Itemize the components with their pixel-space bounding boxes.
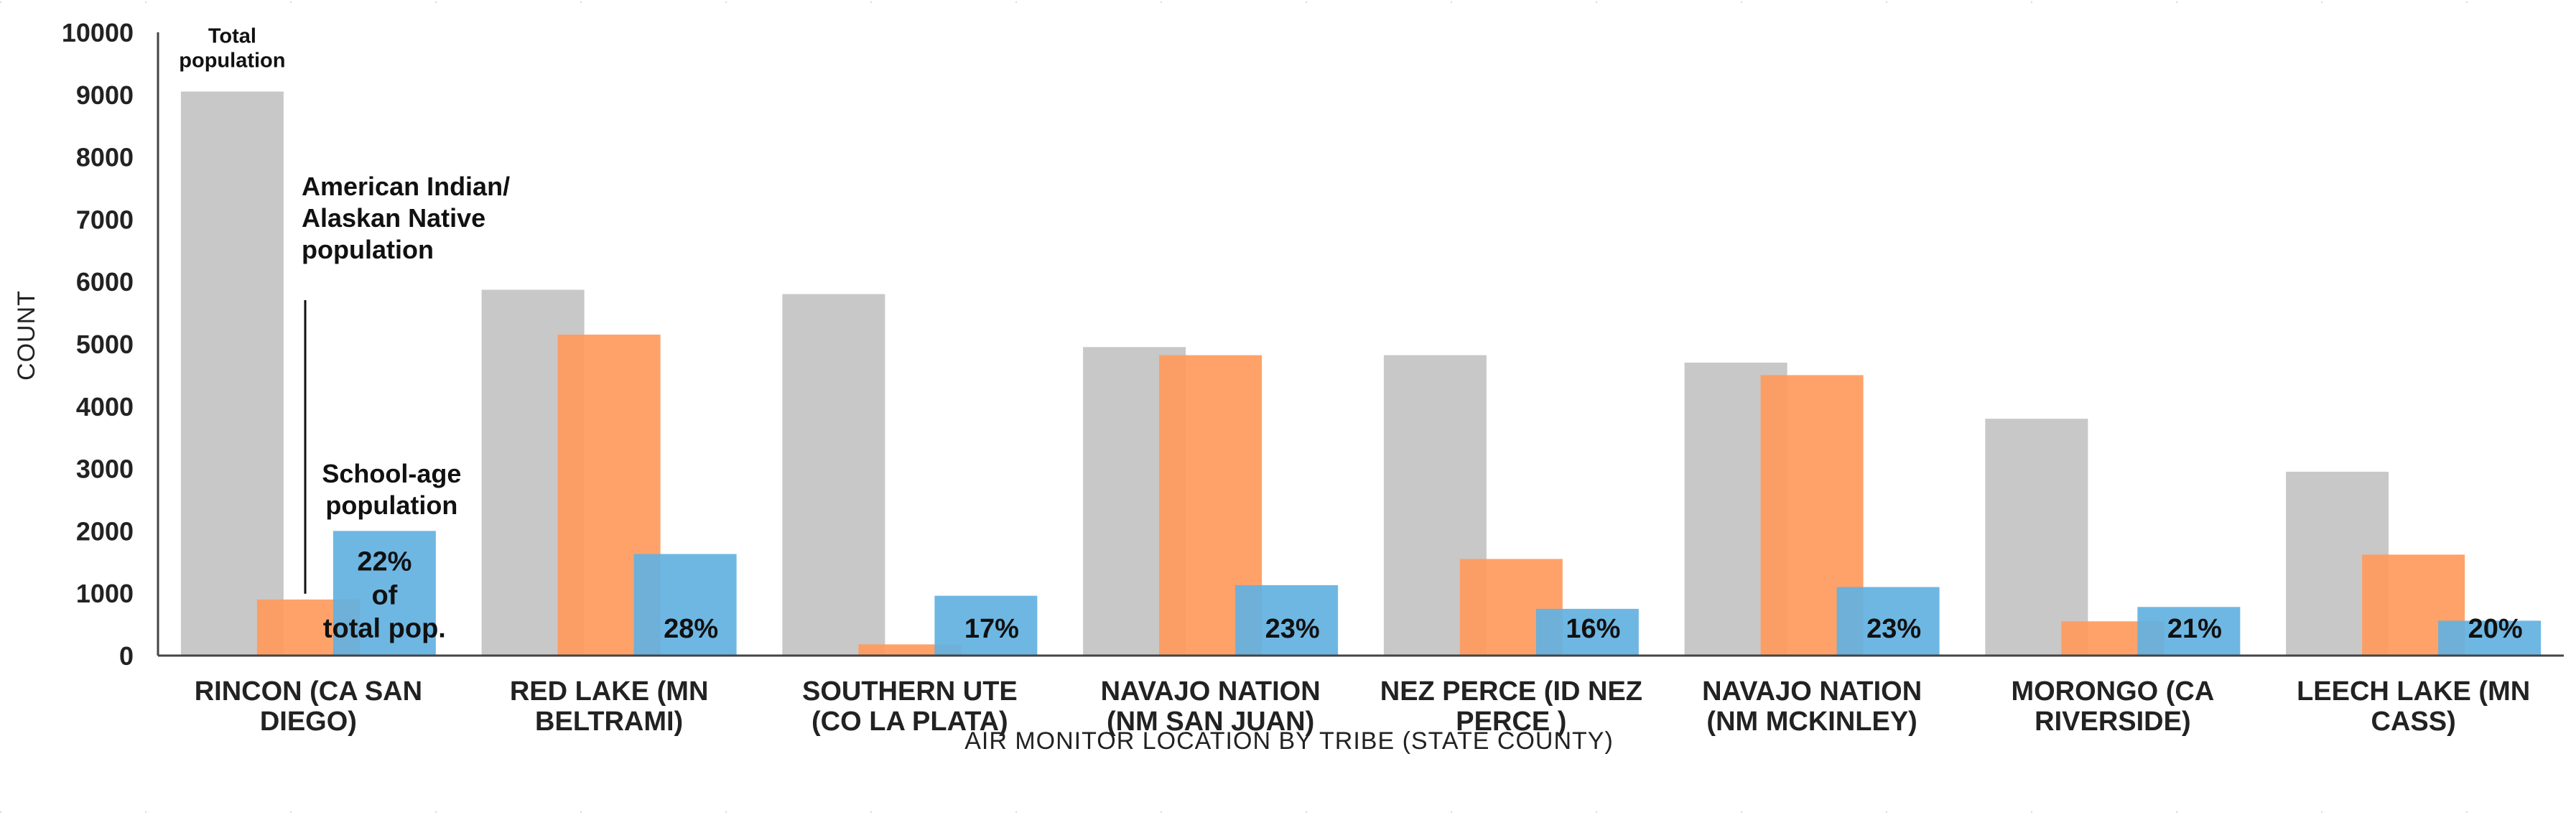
x-category-label: RED LAKE (MN [510, 676, 709, 707]
bar-total [782, 294, 885, 656]
annotation-aian-population: population [302, 235, 434, 264]
x-category-label: LEECH LAKE (MN [2297, 676, 2530, 707]
y-tick-label: 5000 [76, 330, 134, 359]
x-category-label: RIVERSIDE) [2035, 707, 2190, 737]
bar-percent-label-suffix: of [371, 580, 397, 610]
bar-group: 21% [1985, 419, 2241, 656]
y-axis-title: COUNT [13, 290, 40, 381]
bar-school [633, 554, 737, 656]
bar-school [1836, 587, 1940, 656]
x-category-label: NAVAJO NATION [1702, 676, 1922, 707]
annotation-aian-population: American Indian/ [302, 172, 510, 201]
bar-group: 17% [782, 294, 1038, 656]
bar-group: 23% [1083, 347, 1339, 656]
x-category-label: SOUTHERN UTE [802, 676, 1018, 707]
annotation-total-population: Total [208, 24, 256, 47]
bar-percent-label: 28% [664, 614, 718, 644]
x-category-label: MORONGO (CA [2011, 676, 2214, 707]
bar-percent-label-suffix: total pop. [323, 613, 446, 643]
bar-percent-label: 22% [357, 546, 411, 577]
y-tick-label: 9000 [76, 80, 134, 110]
annotation-total-population: population [179, 49, 285, 72]
x-category-label: NAVAJO NATION [1101, 676, 1321, 707]
x-category-label: RINCON (CA SAN [195, 676, 422, 707]
y-tick-label: 1000 [76, 579, 134, 608]
x-category-label: (NM SAN JUAN) [1107, 707, 1314, 737]
y-tick-label: 6000 [76, 267, 134, 297]
bar-school [1535, 608, 1639, 656]
y-tick-label: 2000 [76, 516, 134, 546]
y-tick-label: 3000 [76, 455, 134, 484]
annotation-school-age-population: population [325, 490, 457, 520]
x-category-label: NEZ PERCE (ID NEZ [1380, 676, 1642, 707]
x-category-label: DIEGO) [260, 707, 357, 737]
y-tick-label: 8000 [76, 143, 134, 172]
bar-total [180, 91, 284, 656]
bar-school [2137, 607, 2241, 656]
x-category-label: CASS) [2371, 707, 2456, 737]
bar-percent-label: 23% [1866, 614, 1921, 644]
x-axis-title: AIR MONITOR LOCATION BY TRIBE (STATE COU… [964, 727, 1614, 755]
y-tick-label: 7000 [76, 205, 134, 234]
bar-total [1985, 419, 2088, 656]
bar-percent-label: 16% [1566, 614, 1620, 644]
x-category-label: (CO LA PLATA) [812, 707, 1008, 737]
bar-group: 20% [2286, 471, 2542, 656]
x-category-label: BELTRAMI) [535, 707, 683, 737]
bar-group: 28% [481, 289, 737, 656]
bar-group: 16% [1383, 355, 1639, 656]
x-category-label: PERCE ) [1456, 707, 1566, 737]
bar-school [1235, 585, 1339, 656]
bar-group: 23% [1684, 363, 1940, 656]
y-tick-label: 4000 [76, 392, 134, 422]
x-category-label: (NM MCKINLEY) [1706, 707, 1917, 737]
y-axis-tick-labels: 0 1000 2000 3000 4000 5000 6000 7000 8000 9000 100… [62, 18, 134, 671]
annotation-aian-population: Alaskan Native [302, 203, 485, 233]
bar-percent-label: 23% [1265, 614, 1320, 644]
bar-percent-label: 21% [2167, 614, 2222, 644]
bar-school [2438, 620, 2542, 656]
bar-percent-label: 20% [2468, 614, 2523, 644]
bar-school [934, 595, 1038, 656]
y-tick-label: 10000 [62, 18, 134, 47]
y-tick-label: 0 [119, 641, 134, 671]
bar-percent-label: 17% [964, 614, 1019, 644]
annotation-school-age-population: School-age [322, 459, 461, 488]
bar-school [333, 531, 436, 656]
